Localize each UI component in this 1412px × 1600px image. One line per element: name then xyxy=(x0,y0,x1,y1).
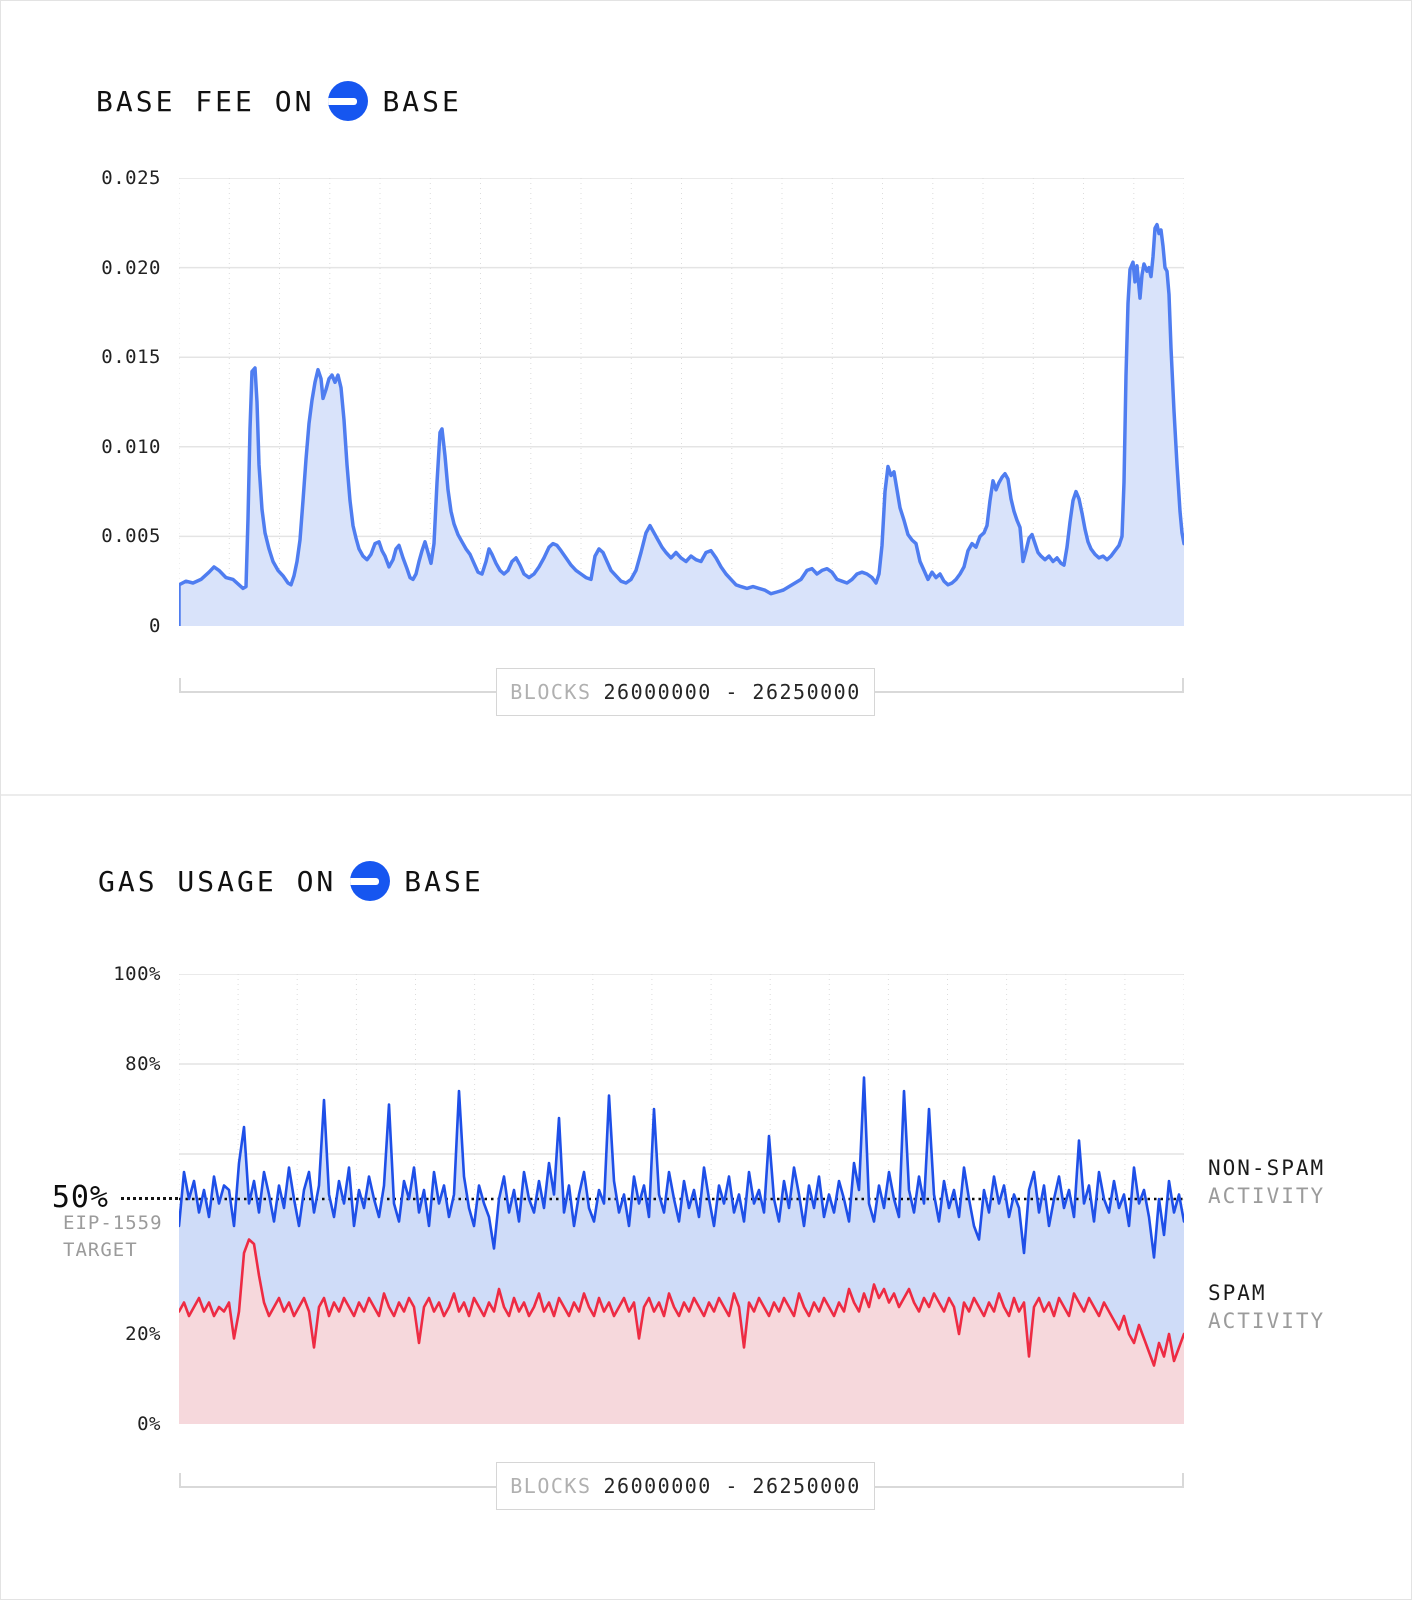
spam-activity-sub: ACTIVITY xyxy=(1208,1309,1326,1333)
gas-usage-title: GAS USAGE ON BASE xyxy=(98,861,484,901)
y-tick-label: 0 xyxy=(149,615,161,637)
spam-label: SPAM xyxy=(1208,1281,1267,1305)
base-logo-icon xyxy=(350,861,391,901)
x-axis-tick-right xyxy=(1182,678,1184,693)
y-tick-label: 0.020 xyxy=(101,256,161,279)
base-fee-title-text: BASE FEE ON xyxy=(96,84,315,118)
gas-usage-chart xyxy=(179,974,1184,1424)
blocks-range-box[interactable]: BLOCKS 26000000 - 26250000 xyxy=(496,668,875,716)
base-fee-title: BASE FEE ON BASE xyxy=(96,81,462,121)
blocks-range-value: 26000000 - 26250000 xyxy=(603,680,861,704)
blocks-range-value: 26000000 - 26250000 xyxy=(603,1474,861,1498)
gas-usage-title-text: GAS USAGE ON xyxy=(98,864,337,898)
x-axis-tick-right xyxy=(1182,1473,1184,1488)
y-tick-label: 20% xyxy=(125,1323,161,1345)
y-tick-label: 0.005 xyxy=(101,525,161,548)
non-spam-activity-label: NON-SPAM ACTIVITY xyxy=(1208,1154,1325,1210)
non-spam-label: NON-SPAM xyxy=(1208,1156,1326,1180)
y-tick-label: 0.010 xyxy=(101,435,161,458)
base-brand-label: BASE xyxy=(382,84,462,118)
base-brand-label: BASE xyxy=(404,864,484,898)
blocks-label: BLOCKS xyxy=(510,680,592,704)
x-axis-tick-left xyxy=(179,678,181,693)
target-dotted-stub xyxy=(121,1197,178,1200)
blocks-label: BLOCKS xyxy=(510,1474,592,1498)
spam-activity-label: SPAM ACTIVITY xyxy=(1208,1279,1325,1335)
base-fee-chart xyxy=(179,178,1184,626)
x-axis-tick-left xyxy=(179,1473,181,1488)
gas-usage-panel: GAS USAGE ON BASE 100% 80% 20% 0% 50% EIP-1… xyxy=(1,798,1411,1599)
base-fee-y-axis: 0.025 0.020 0.015 0.010 0.005 0 xyxy=(1,1,161,794)
base-fee-panel: BASE FEE ON BASE 0.025 0.020 0.015 0.010 0.0… xyxy=(1,1,1411,796)
eip-1559-target-caption: EIP-1559 TARGET xyxy=(63,1212,163,1261)
non-spam-activity-sub: ACTIVITY xyxy=(1208,1184,1326,1208)
blocks-range-box[interactable]: BLOCKS 26000000 - 26250000 xyxy=(496,1462,875,1510)
y-tick-label: 100% xyxy=(113,963,161,985)
y-tick-label: 0.015 xyxy=(101,346,161,369)
y-tick-label: 0.025 xyxy=(101,167,161,189)
gas-usage-y-axis: 100% 80% 20% 0% xyxy=(1,798,161,1599)
y-tick-label: 80% xyxy=(125,1053,161,1075)
y-tick-label: 0% xyxy=(137,1413,161,1435)
target-50pct-label: 50% xyxy=(51,1180,109,1215)
base-logo-icon xyxy=(328,81,369,121)
